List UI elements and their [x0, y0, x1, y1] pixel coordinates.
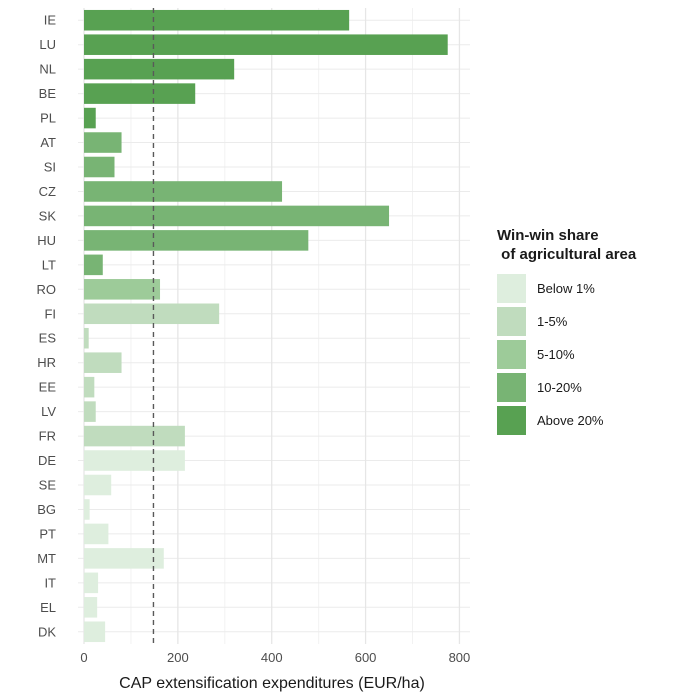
bar-pt	[84, 523, 109, 545]
legend-title-line2: of agricultural area	[497, 246, 637, 263]
category-label-lu: LU	[39, 37, 56, 52]
category-label-hr: HR	[37, 355, 56, 370]
legend-label-0: Below 1%	[537, 281, 595, 296]
category-label-pl: PL	[40, 111, 56, 126]
bar-ee	[84, 376, 95, 398]
category-label-se: SE	[39, 478, 57, 493]
category-label-dk: DK	[38, 624, 56, 639]
bar-bg	[84, 499, 90, 520]
x-tick-label-400: 400	[261, 650, 283, 665]
category-label-fr: FR	[39, 429, 56, 444]
bar-dk	[84, 621, 106, 643]
category-label-lt: LT	[42, 257, 56, 272]
legend-title-line1: Win-win share	[497, 227, 599, 244]
category-label-fi: FI	[44, 306, 56, 321]
category-label-sk: SK	[39, 208, 57, 223]
x-tick-label-600: 600	[355, 650, 377, 665]
category-label-it: IT	[44, 575, 56, 590]
category-label-mt: MT	[37, 551, 56, 566]
bar-fi	[84, 303, 220, 325]
bar-lu	[84, 34, 448, 55]
category-labels: IE LU NL BE PL AT SI CZ SK HU LT RO FI ES HR EE LV FR DE SE…	[37, 13, 57, 640]
bar-ro	[84, 279, 161, 300]
bar-at	[84, 132, 122, 153]
legend-swatch-2	[497, 340, 526, 369]
category-label-bg: BG	[37, 502, 56, 517]
category-label-ie: IE	[44, 13, 57, 28]
bar-be	[84, 83, 196, 104]
category-label-be: BE	[39, 86, 57, 101]
category-label-ee: EE	[39, 380, 57, 395]
legend-items: Below 1% 1-5% 5-10% 10-20% Above 20%	[497, 274, 604, 435]
bar-fr	[84, 425, 185, 447]
legend-label-3: 10-20%	[537, 380, 582, 395]
legend-label-1: 1-5%	[537, 314, 568, 329]
bar-pl	[84, 107, 96, 129]
category-label-el: EL	[40, 600, 56, 615]
category-label-de: DE	[38, 453, 56, 468]
x-tick-label-200: 200	[167, 650, 189, 665]
bar-lt	[84, 254, 103, 276]
x-tick-labels: 0 200 400 600 800	[80, 650, 470, 665]
bar-lv	[84, 401, 96, 422]
bar-cz	[84, 181, 283, 202]
bar-de	[84, 450, 185, 471]
category-label-cz: CZ	[39, 184, 56, 199]
x-axis-title: CAP extensification expenditures (EUR/ha…	[119, 675, 425, 692]
legend-swatch-4	[497, 406, 526, 435]
bars-layer	[84, 9, 448, 643]
legend-swatch-1	[497, 307, 526, 336]
legend: Win-win share of agricultural area Below…	[497, 227, 637, 435]
bar-es	[84, 327, 89, 349]
category-label-si: SI	[44, 160, 56, 175]
bar-it	[84, 572, 99, 594]
category-label-lv: LV	[41, 404, 56, 419]
x-tick-label-0: 0	[80, 650, 87, 665]
bar-mt	[84, 548, 164, 569]
legend-label-4: Above 20%	[537, 413, 604, 428]
category-label-at: AT	[40, 135, 56, 150]
bar-si	[84, 156, 115, 178]
category-label-es: ES	[39, 331, 57, 346]
x-tick-label-800: 800	[449, 650, 471, 665]
category-label-nl: NL	[39, 62, 56, 77]
bar-hr	[84, 352, 122, 373]
legend-label-2: 5-10%	[537, 347, 575, 362]
category-label-pt: PT	[39, 526, 56, 541]
category-label-ro: RO	[37, 282, 57, 297]
legend-swatch-0	[497, 274, 526, 303]
legend-swatch-3	[497, 373, 526, 402]
bar-ie	[84, 9, 350, 31]
bar-sk	[84, 205, 390, 227]
bar-hu	[84, 230, 309, 251]
category-label-hu: HU	[37, 233, 56, 248]
bar-nl	[84, 58, 235, 80]
bar-se	[84, 474, 112, 496]
bar-el	[84, 597, 98, 618]
